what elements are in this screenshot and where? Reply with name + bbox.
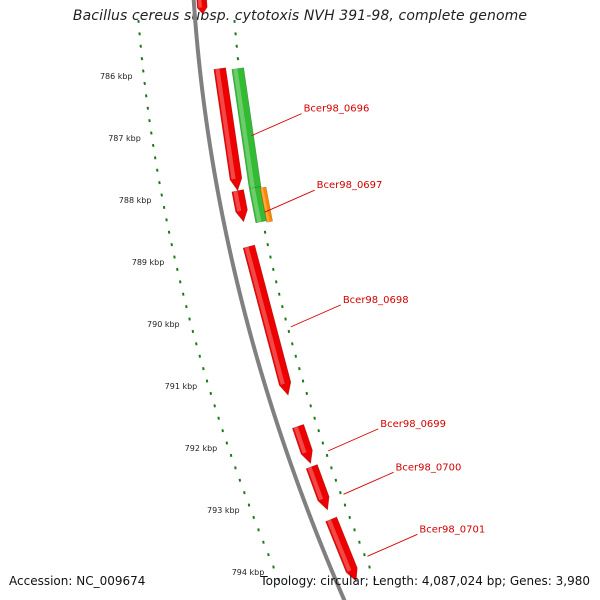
cds-arrow[interactable] xyxy=(231,189,248,223)
cds-arrow[interactable] xyxy=(213,67,243,192)
genes-count-text: Genes: 3,980 xyxy=(509,574,590,588)
scale-tick-label: 790 kbp xyxy=(147,320,180,329)
length-text: Length: 4,087,024 bp; xyxy=(372,574,507,588)
genome-backbone xyxy=(191,0,347,600)
cds-arrow-highlight xyxy=(244,246,285,385)
label-leader-line xyxy=(367,533,418,557)
label-leader-line xyxy=(328,428,379,452)
gene-track xyxy=(231,67,273,224)
scale-tick-label: 789 kbp xyxy=(132,258,165,267)
genome-stats: Topology: circular; Length: 4,087,024 bp… xyxy=(260,574,590,588)
gene-box[interactable] xyxy=(248,186,268,224)
cds-arrow-highlight xyxy=(307,466,324,501)
cds-label[interactable]: Bcer98_0698 xyxy=(343,295,409,306)
accession-text: Accession: NC_009674 xyxy=(9,574,146,588)
cds-label[interactable]: Bcer98_0701 xyxy=(419,524,485,535)
backbone-track xyxy=(191,0,347,600)
rna-box[interactable] xyxy=(259,186,273,223)
cds-arrow[interactable] xyxy=(291,423,313,465)
cds-arrow-partial-highlight xyxy=(197,0,202,8)
genome-title: Bacillus cereus subsp. cytotoxis NVH 391… xyxy=(72,8,528,24)
topology-text: Topology: circular; xyxy=(260,574,369,588)
cds-arrow-partial[interactable] xyxy=(196,0,208,15)
label-leader-line xyxy=(290,304,341,328)
label-leader-line xyxy=(264,189,315,213)
cds-label[interactable]: Bcer98_0697 xyxy=(317,180,383,191)
scale-tick-label: 792 kbp xyxy=(185,444,218,453)
scale-tick-label: 786 kbp xyxy=(100,72,133,81)
cds-label[interactable]: Bcer98_0696 xyxy=(304,104,370,115)
feature-labels: Bcer98_0696 Bcer98_0697 Bcer98_0698 Bcer98_… xyxy=(251,104,485,557)
label-leader-line xyxy=(251,113,302,137)
cds-label[interactable]: Bcer98_0699 xyxy=(380,419,446,430)
scale-tick-label: 794 kbp xyxy=(232,568,265,577)
cds-arrow[interactable] xyxy=(325,516,358,582)
scale-tick-label: 791 kbp xyxy=(165,382,198,391)
cds-arrow[interactable] xyxy=(242,244,292,396)
cds-arrow[interactable] xyxy=(305,464,330,511)
cds-arrow-highlight xyxy=(327,519,352,572)
cds-arrow-highlight xyxy=(233,190,242,212)
gene-box-highlight xyxy=(250,187,262,223)
cds-track xyxy=(196,0,358,582)
cds-arrow-highlight xyxy=(215,68,236,180)
cds-arrow-highlight xyxy=(293,426,307,454)
scale-tick-label: 787 kbp xyxy=(108,134,141,143)
label-leader-line xyxy=(343,471,394,495)
scale-tick-label: 793 kbp xyxy=(207,506,240,515)
scale-track: 786 kbp 787 kbp 788 kbp 789 kbp 790 kbp 791 k… xyxy=(100,19,376,582)
cds-label[interactable]: Bcer98_0700 xyxy=(396,462,462,473)
rna-box-highlight xyxy=(260,187,270,223)
gene-box-highlight xyxy=(233,68,255,189)
scale-tick-label: 788 kbp xyxy=(119,196,152,205)
